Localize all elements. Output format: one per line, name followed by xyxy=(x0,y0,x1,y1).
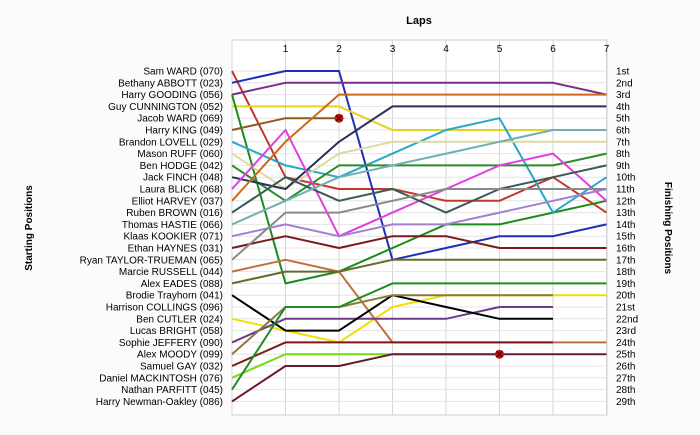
start-label: Laura BLICK (068) xyxy=(140,185,223,196)
series-line xyxy=(231,140,607,190)
left-driver-labels: Sam WARD (070)Bethany ABBOTT (023)Harry … xyxy=(80,67,223,408)
x-tick-labels: 1 2 3 4 5 6 7 xyxy=(283,44,610,55)
finish-label: 29th xyxy=(616,397,635,408)
finish-label: 3rd xyxy=(616,90,630,101)
finish-label: 13th xyxy=(616,208,635,219)
finish-label: 20th xyxy=(616,291,635,302)
x-tick-label: 4 xyxy=(443,44,449,55)
start-label: Alex MOODY (099) xyxy=(137,350,223,361)
retired-cross xyxy=(495,350,504,358)
start-label: Klaas KOOKIER (071) xyxy=(124,232,223,243)
start-label: Lucas BRIGHT (058) xyxy=(130,326,223,337)
start-label: Guy CUNNINGTON (052) xyxy=(108,102,223,113)
start-label: Nathan PARFITT (045) xyxy=(121,385,223,396)
finish-label: 2nd xyxy=(616,78,633,89)
series-line xyxy=(231,188,607,238)
finish-label: 23rd xyxy=(616,326,636,337)
finish-label: 18th xyxy=(616,267,635,278)
start-label: Marcie RUSSELL (044) xyxy=(119,267,223,278)
start-label: Samuel GAY (032) xyxy=(140,362,223,373)
finish-label: 17th xyxy=(616,255,635,266)
finish-label: 15th xyxy=(616,232,635,243)
series-line xyxy=(231,164,607,214)
start-label: Daniel MACKINTOSH (076) xyxy=(99,373,223,384)
start-label: Jacob WARD (069) xyxy=(137,114,223,125)
series-line xyxy=(231,93,607,202)
retired-markers xyxy=(334,113,504,359)
series-line xyxy=(231,258,607,285)
series-line xyxy=(231,353,607,403)
start-label: Thomas HASTIE (066) xyxy=(122,220,223,231)
start-label: Alex EADES (088) xyxy=(141,279,223,290)
finish-label: 12th xyxy=(616,196,635,207)
series-line xyxy=(232,105,607,131)
start-label: Sam WARD (070) xyxy=(143,67,223,78)
x-tick-label: 1 xyxy=(283,44,289,55)
finish-label: 25th xyxy=(616,350,635,361)
finish-label: 26th xyxy=(616,362,635,373)
x-tick-label: 7 xyxy=(604,44,610,55)
start-label: Mason RUFF (060) xyxy=(137,149,223,160)
series-line xyxy=(231,70,607,261)
series-line xyxy=(231,282,607,391)
left-axis-title: Starting Positions xyxy=(24,185,35,271)
x-tick-label: 3 xyxy=(390,44,396,55)
finish-label: 14th xyxy=(616,220,635,231)
plot-background xyxy=(231,39,608,416)
start-label: Jack FINCH (048) xyxy=(143,173,223,184)
finish-label: 7th xyxy=(616,137,630,148)
finish-label: 6th xyxy=(616,126,630,137)
start-label: Brandon LOVELL (029) xyxy=(119,137,223,148)
finish-label: 21st xyxy=(616,303,635,314)
retired-cross xyxy=(335,114,343,122)
series-line xyxy=(231,306,553,344)
series-line xyxy=(231,188,607,261)
start-label: Harrison COLLINGS (096) xyxy=(106,303,223,314)
finish-label: 19th xyxy=(616,279,635,290)
x-tick-label: 2 xyxy=(336,44,342,55)
x-tick-label: 6 xyxy=(550,44,556,55)
finish-label: 16th xyxy=(616,244,635,255)
finish-label: 27th xyxy=(616,373,635,384)
right-axis-title: Finishing Positions xyxy=(662,182,673,275)
right-position-labels: 1st2nd3rd4th5th6th7th8th9th10th11th12th1… xyxy=(616,67,638,408)
x-tick-label: 5 xyxy=(497,44,503,55)
series-line xyxy=(231,235,607,249)
series-line xyxy=(231,152,607,202)
finish-label: 28th xyxy=(616,385,635,396)
start-label: Ethan HAYNES (031) xyxy=(128,244,223,255)
finish-label: 5th xyxy=(616,114,630,125)
finish-label: 10th xyxy=(616,173,635,184)
finish-label: 11th xyxy=(616,185,635,196)
series-lines xyxy=(231,70,608,403)
start-label: Harry KING (049) xyxy=(145,126,223,137)
start-label: Harry GOODING (056) xyxy=(121,90,223,101)
series-line xyxy=(231,341,553,367)
start-label: Brodie Trayhorn (041) xyxy=(126,291,223,302)
chart-title: Laps xyxy=(406,15,432,27)
finish-label: 22nd xyxy=(616,314,638,325)
start-label: Ruben BROWN (016) xyxy=(126,208,223,219)
finish-label: 9th xyxy=(616,161,630,172)
finish-label: 8th xyxy=(616,149,630,160)
start-label: Bethany ABBOTT (023) xyxy=(118,78,223,89)
start-label: Ben CUTLER (024) xyxy=(136,314,223,325)
start-label: Ryan TAYLOR-TRUEMAN (065) xyxy=(80,255,223,266)
finish-label: 24th xyxy=(616,338,635,349)
series-line xyxy=(231,117,339,131)
start-label: Harry Newman-Oakley (086) xyxy=(96,397,223,408)
start-label: Ben HODGE (042) xyxy=(140,161,223,172)
finish-label: 1st xyxy=(616,67,630,78)
series-line xyxy=(231,129,607,226)
start-label: Elliot HARVEY (037) xyxy=(132,196,223,207)
start-label: Sophie JEFFERY (090) xyxy=(119,338,223,349)
finish-label: 4th xyxy=(616,102,630,113)
series-line xyxy=(231,81,607,96)
